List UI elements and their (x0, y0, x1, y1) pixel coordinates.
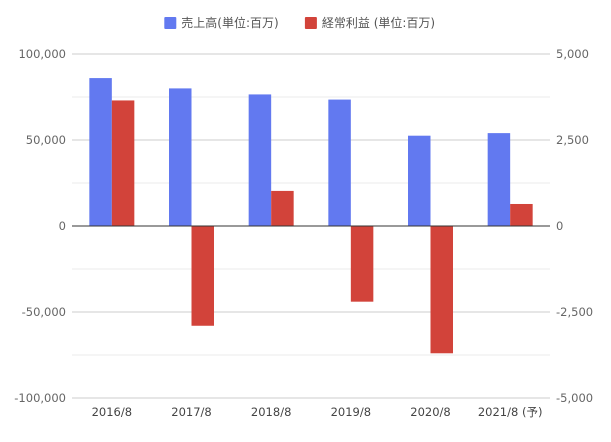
right-tick-label: -5,000 (556, 391, 593, 405)
left-tick-label: -50,000 (22, 305, 66, 319)
legend: 売上高(単位:百万) 経常利益 (単位:百万) (164, 15, 435, 30)
bar-sales-3 (328, 99, 351, 226)
x-tick-label: 2020/8 (410, 405, 450, 419)
right-tick-label: 2,500 (556, 133, 589, 147)
bar-ordinary-profit-5 (510, 203, 533, 226)
bar-sales-0 (89, 78, 112, 226)
left-tick-label: 0 (59, 219, 66, 233)
x-tick-label: 2017/8 (171, 405, 211, 419)
bar-sales-4 (408, 135, 431, 226)
bar-sales-2 (248, 94, 272, 226)
x-tick-label: 2018/8 (251, 405, 291, 419)
left-axis-ticks: 100,000 50,000 0 -50,000 -100,000 (14, 47, 66, 405)
bar-ordinary-profit-1 (191, 226, 214, 326)
bar-ordinary-profit-3 (350, 226, 374, 302)
x-axis-ticks: 2016/8 2017/8 2018/8 2019/8 2020/8 2021/8 (予) (92, 405, 543, 419)
legend-label-ordinary-profit: 経常利益 (単位:百万) (322, 15, 435, 30)
x-tick-label: 2019/8 (331, 405, 371, 419)
bar-ordinary-profit-0 (111, 100, 135, 226)
bar-sales-5 (487, 133, 511, 226)
bar-ordinary-profit-2 (271, 190, 294, 226)
bar-ordinary-profit-4 (430, 226, 453, 354)
x-tick-label: 2016/8 (92, 405, 132, 419)
right-tick-label: 5,000 (556, 47, 589, 61)
bars (89, 78, 533, 354)
bar-sales-1 (169, 88, 192, 227)
legend-swatch-ordinary-profit (304, 17, 317, 29)
x-tick-label: 2021/8 (予) (478, 405, 543, 419)
legend-label-sales: 売上高(単位:百万) (181, 15, 278, 30)
legend-swatch-sales (164, 17, 177, 29)
right-axis-ticks: 5,000 2,500 0 -2,500 -5,000 (556, 47, 593, 405)
right-tick-label: -2,500 (556, 305, 593, 319)
left-tick-label: 100,000 (18, 47, 66, 61)
right-tick-label: 0 (556, 219, 563, 233)
left-tick-label: -100,000 (14, 391, 66, 405)
left-tick-label: 50,000 (26, 133, 66, 147)
